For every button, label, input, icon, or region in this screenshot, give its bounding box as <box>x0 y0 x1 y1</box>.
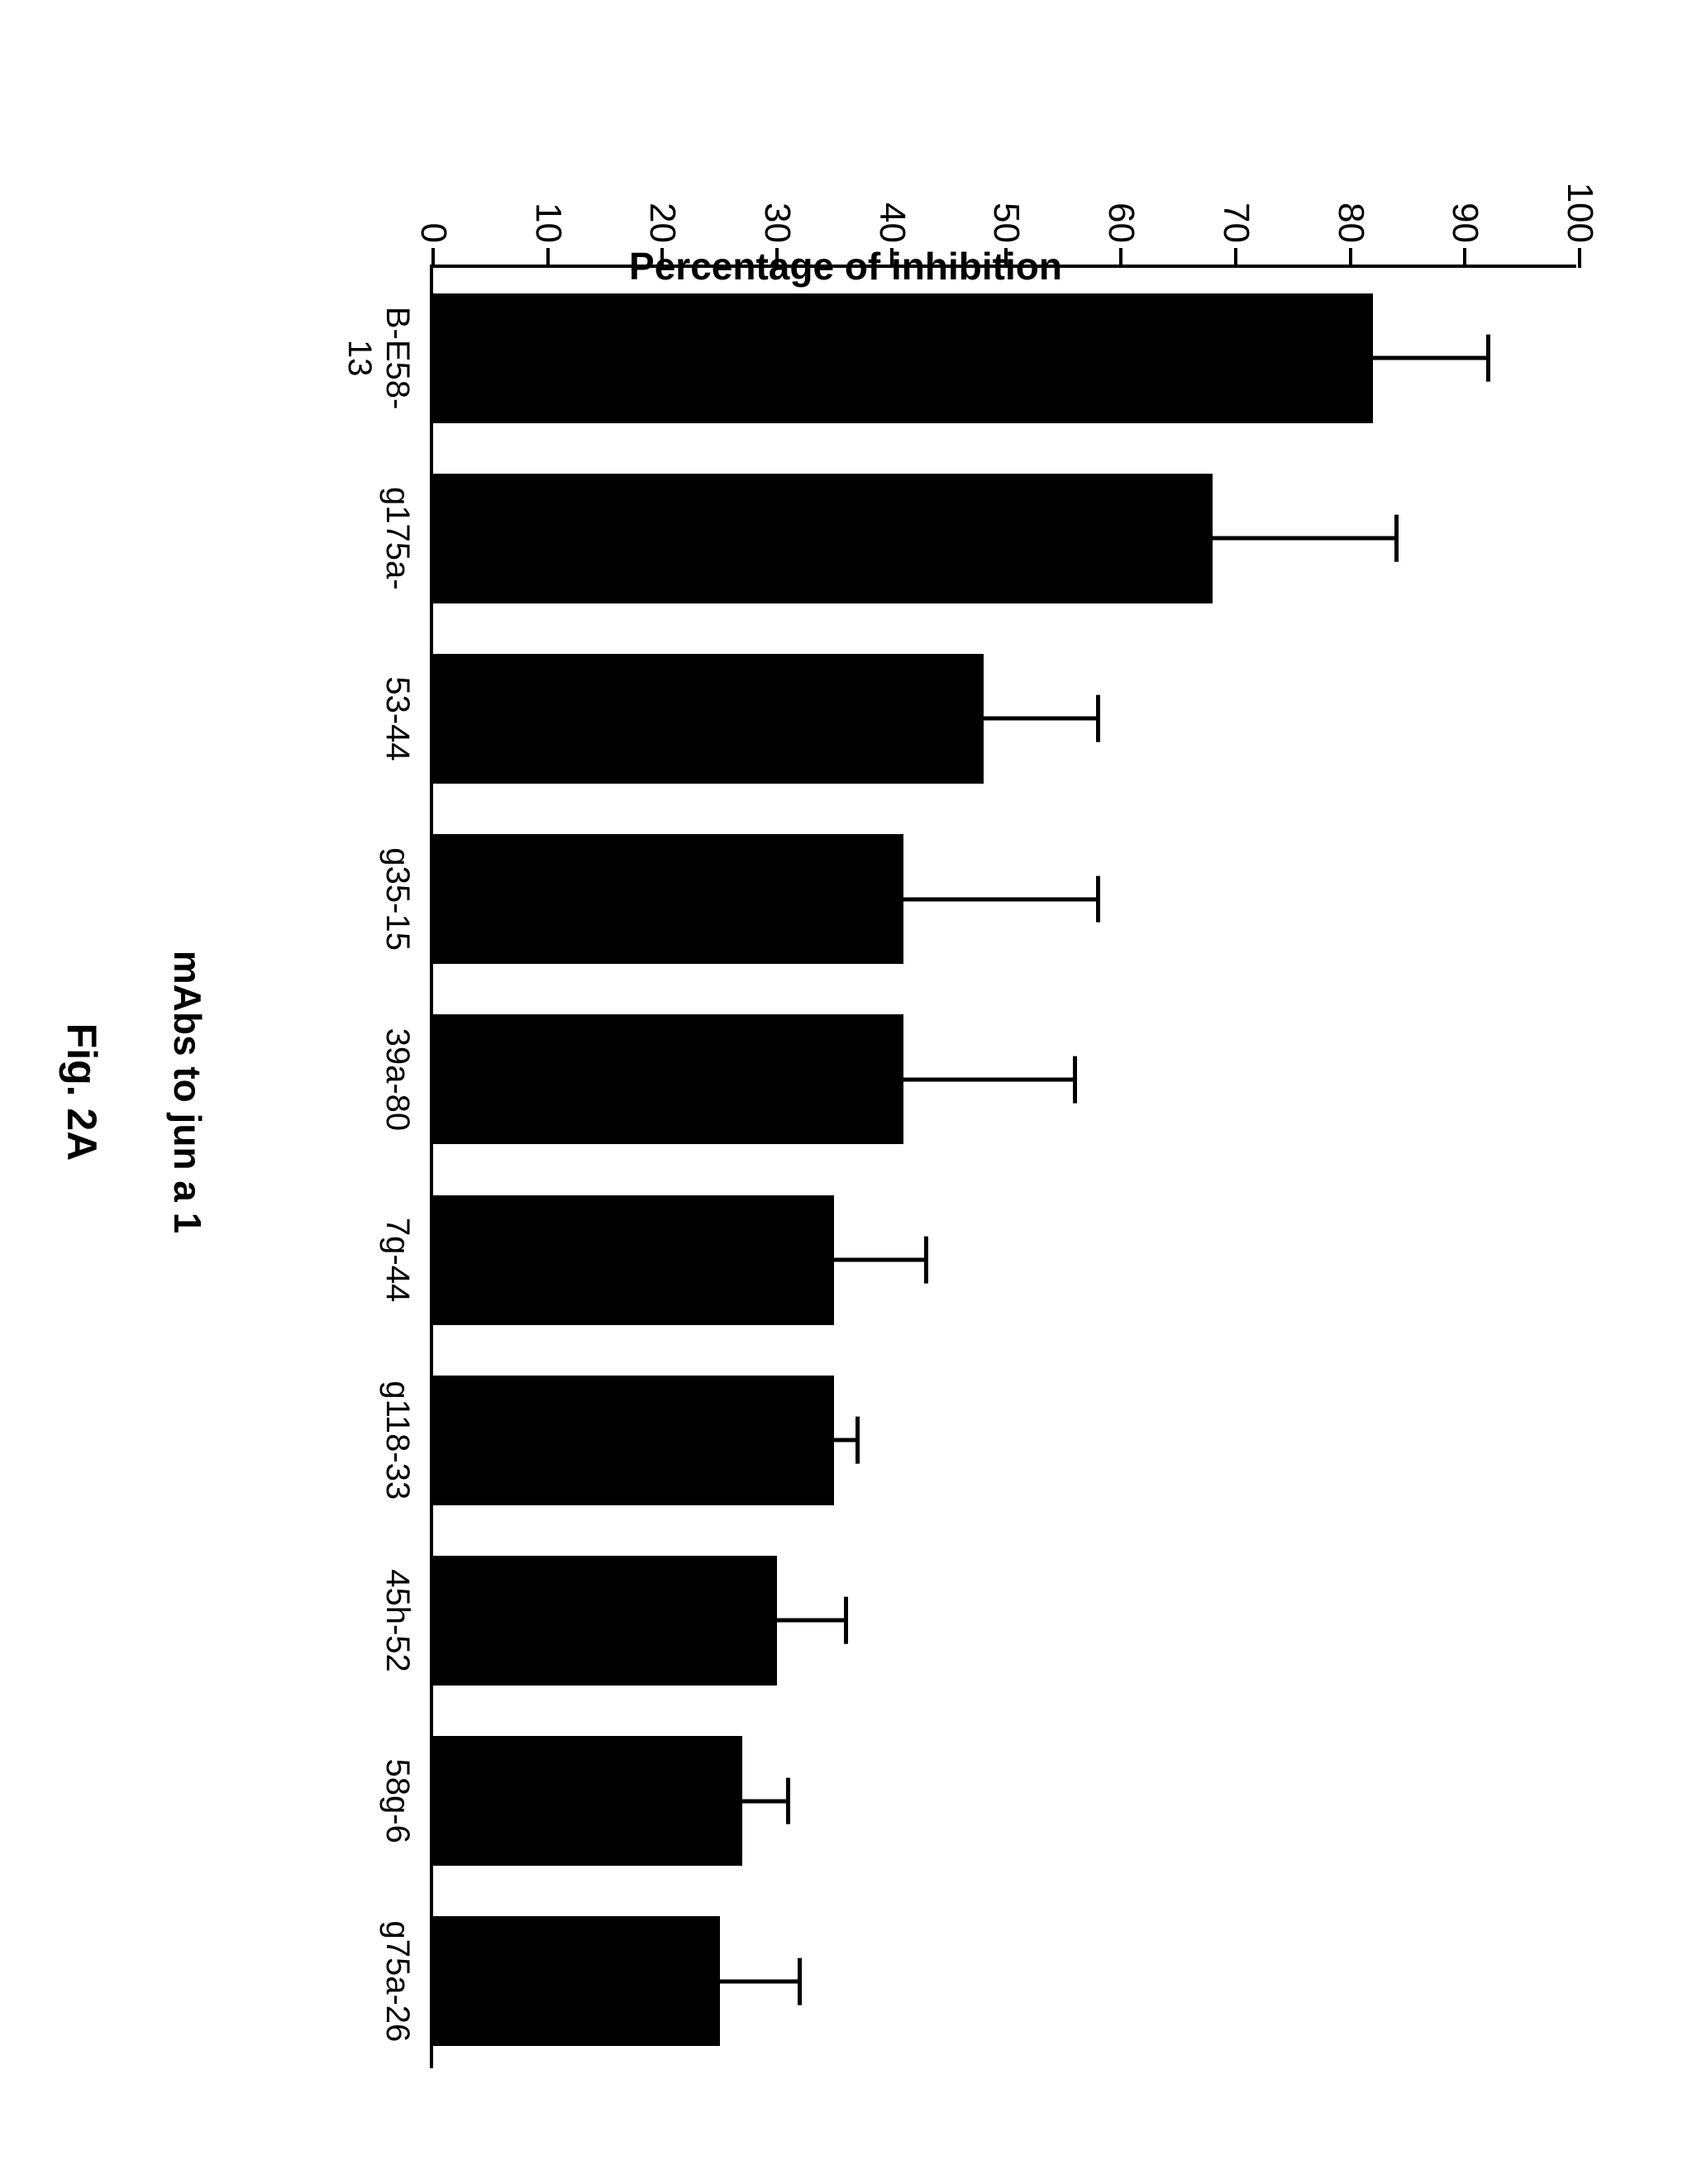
bar-slot: 58g-6 <box>433 1736 1580 1866</box>
bar <box>433 1736 742 1866</box>
y-tick <box>1349 248 1352 268</box>
error-bar-stem <box>777 1619 846 1623</box>
error-bar-cap <box>924 1237 928 1284</box>
x-tick-label: g75a-26 <box>379 1891 417 2072</box>
x-tick-label: 58g-6 <box>379 1711 417 1891</box>
bar <box>433 1556 777 1686</box>
bar <box>433 1195 834 1325</box>
error-bar-stem <box>984 717 1099 721</box>
bars-container: B-E58- 13g175a-53-44g35-1539a-807g-44g11… <box>433 268 1576 2068</box>
y-tick-label: 20 <box>641 203 683 243</box>
bar <box>433 293 1373 423</box>
bar-slot: g35-15 <box>433 834 1580 964</box>
x-tick-label: 39a-80 <box>379 989 417 1170</box>
error-bar-stem <box>834 1258 926 1262</box>
y-tick-label: 100 <box>1559 183 1600 243</box>
error-bar-cap <box>856 1417 860 1464</box>
bar-slot: 53-44 <box>433 654 1580 784</box>
x-tick-label: B-E58- 13 <box>341 268 417 448</box>
y-tick-label: 40 <box>871 203 913 243</box>
y-tick <box>1463 248 1466 268</box>
bar-slot: g75a-26 <box>433 1916 1580 2046</box>
bar <box>433 474 1213 603</box>
plot-area: B-E58- 13g175a-53-44g35-1539a-807g-44g11… <box>430 265 1576 2068</box>
error-bar-cap <box>1394 515 1399 562</box>
error-bar-stem <box>903 897 1099 901</box>
error-bar-stem <box>903 1077 1075 1081</box>
y-tick <box>1005 248 1008 268</box>
y-tick-label: 70 <box>1215 203 1256 243</box>
bar-slot: 7g-44 <box>433 1195 1580 1325</box>
rotated-chart-wrap: Percentage of inhibition B-E58- 13g175a-… <box>0 0 1692 2184</box>
bar-slot: g175a- <box>433 474 1580 603</box>
error-bar-stem <box>834 1438 857 1442</box>
bar <box>433 1376 834 1505</box>
x-tick-label: g35-15 <box>379 809 417 989</box>
x-axis-label: mAbs to jun a 1 <box>165 951 210 1233</box>
y-tick-label: 10 <box>527 203 569 243</box>
error-bar-cap <box>1096 875 1100 923</box>
error-bar-cap <box>1096 695 1100 742</box>
y-tick <box>1119 248 1122 268</box>
x-tick-label: g118-33 <box>379 1350 417 1530</box>
y-tick <box>660 248 664 268</box>
bar-slot: 45h-52 <box>433 1556 1580 1686</box>
y-tick <box>1234 248 1237 268</box>
y-tick-label: 30 <box>756 203 798 243</box>
error-bar-stem <box>1373 356 1488 360</box>
bar <box>433 834 903 964</box>
bar <box>433 1014 903 1144</box>
error-bar-cap <box>798 1958 802 2005</box>
x-tick-label: 53-44 <box>379 628 417 808</box>
x-tick-label: g175a- <box>379 448 417 628</box>
error-bar-cap <box>844 1597 848 1644</box>
y-tick <box>775 248 779 268</box>
figure-caption: Fig. 2A <box>58 1023 106 1161</box>
bar <box>433 1916 720 2046</box>
y-tick-label: 80 <box>1330 203 1371 243</box>
chart-area: Percentage of inhibition B-E58- 13g175a-… <box>0 0 1692 2184</box>
error-bar-cap <box>1073 1056 1077 1104</box>
x-tick-label: 7g-44 <box>379 1170 417 1350</box>
error-bar-stem <box>1213 536 1396 541</box>
error-bar-cap <box>786 1777 790 1824</box>
y-tick-label: 50 <box>986 203 1027 243</box>
y-tick-label: 60 <box>1100 203 1142 243</box>
y-tick <box>1578 248 1581 268</box>
y-tick <box>890 248 894 268</box>
bar <box>433 654 984 784</box>
error-bar-stem <box>720 1979 800 1983</box>
error-bar-stem <box>742 1799 788 1803</box>
page: Percentage of inhibition B-E58- 13g175a-… <box>0 0 1692 2184</box>
y-tick <box>546 248 550 268</box>
bar-slot: g118-33 <box>433 1376 1580 1505</box>
bar-slot: 39a-80 <box>433 1014 1580 1144</box>
bar-slot: B-E58- 13 <box>433 293 1580 423</box>
y-tick-label: 90 <box>1444 203 1485 243</box>
x-tick-label: 45h-52 <box>379 1530 417 1710</box>
y-tick-label: 0 <box>412 223 454 243</box>
y-tick <box>431 248 435 268</box>
error-bar-cap <box>1486 335 1490 382</box>
